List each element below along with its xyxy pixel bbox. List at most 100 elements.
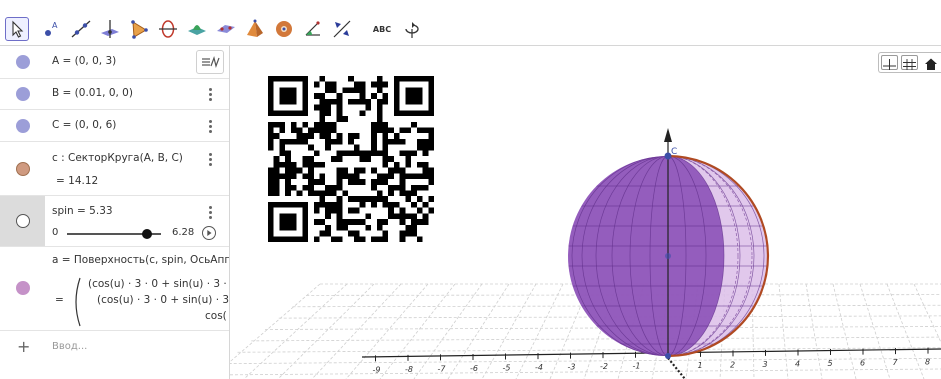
pyramid-tool-button[interactable] <box>243 17 267 41</box>
x-tick-label: -4 <box>535 363 543 372</box>
x-tick-label: 1 <box>698 361 703 370</box>
x-tick-label: -1 <box>633 362 641 371</box>
sphere-tool-button[interactable] <box>272 17 296 41</box>
matrix-paren-icon <box>75 277 81 327</box>
reflect-tool-icon <box>333 20 351 38</box>
x-tick-label: 8 <box>925 358 930 367</box>
expression-spin[interactable]: spin = 5.33 <box>52 205 113 217</box>
expression-a[interactable]: a = Поверхность(c, spin, ОсьАпплик <box>52 254 230 266</box>
more-menu-icon[interactable] <box>209 206 213 221</box>
x-axis-ticks: -9-8-7-6-5-4-3-2-1123456789 <box>373 347 930 374</box>
spin-slider-knob[interactable] <box>141 229 152 239</box>
play-icon <box>207 230 212 236</box>
plane-tool-icon <box>217 25 235 33</box>
algebra-input-row[interactable]: + Ввод... <box>0 331 229 361</box>
expression-c[interactable]: c : СекторКруга(A, B, C) <box>52 152 183 164</box>
x-tick-label: 7 <box>893 358 899 367</box>
visibility-toggle-spin[interactable] <box>16 214 30 228</box>
plus-icon: + <box>17 337 31 356</box>
point-tool-button[interactable]: A <box>40 17 64 41</box>
algebra-row-A[interactable]: A = (0, 0, 3) <box>0 46 229 79</box>
matrix-line-3: cos( <box>205 310 227 322</box>
window-top-strip <box>0 0 941 12</box>
toolbar: A ABC <box>0 12 941 46</box>
x-tick-label: 6 <box>860 359 865 368</box>
expression-A[interactable]: A = (0, 0, 3) <box>52 55 117 67</box>
graphics-3d-canvas[interactable]: -9-8-7-6-5-4-3-2-1123456789 <box>230 46 941 379</box>
rotate-view-tool-button[interactable] <box>400 17 424 41</box>
x-tick-label: -3 <box>568 363 576 372</box>
algebra-sort-button[interactable] <box>196 50 224 74</box>
value-c: = 14.12 <box>56 175 99 187</box>
point-A[interactable] <box>665 253 671 259</box>
graphics-3d-view[interactable]: -9-8-7-6-5-4-3-2-1123456789 <box>230 46 941 379</box>
algebra-row-C[interactable]: C = (0, 0, 6) <box>0 110 229 142</box>
angle-tool-button[interactable] <box>301 17 325 41</box>
algebra-input-field[interactable]: Ввод... <box>52 341 88 352</box>
graphics-style-bar <box>878 52 941 73</box>
move-tool-button[interactable] <box>5 17 29 41</box>
x-tick-label: -9 <box>373 365 381 374</box>
grid-icon <box>903 59 916 70</box>
polygon-tool-button[interactable] <box>127 17 151 41</box>
text-tool-icon: ABC <box>372 24 392 34</box>
x-tick-label: -7 <box>438 364 447 373</box>
svg-text:A: A <box>52 21 58 30</box>
expression-B[interactable]: B = (0.01, 0, 0) <box>52 87 133 99</box>
z-axis-arrow-icon <box>664 128 672 142</box>
spin-slider-track[interactable] <box>67 233 161 235</box>
axes-icon <box>883 59 896 70</box>
intersect-surfaces-tool-button[interactable] <box>185 17 209 41</box>
x-tick-label: 5 <box>828 359 833 368</box>
more-menu-icon[interactable] <box>209 120 213 135</box>
visibility-toggle-a[interactable] <box>16 281 30 295</box>
visibility-toggle-B[interactable] <box>16 87 30 101</box>
x-tick-label: 2 <box>730 360 735 369</box>
plane-tool-button[interactable] <box>214 17 238 41</box>
angle-tool-icon <box>305 21 320 36</box>
algebra-view: A = (0, 0, 3) B = (0.01, 0, 0) C = (0, 0… <box>0 46 230 379</box>
more-menu-icon[interactable] <box>209 153 213 168</box>
circle-axis-tool-button[interactable] <box>156 17 180 41</box>
point-B[interactable] <box>665 353 671 359</box>
pyramid-tool-icon <box>247 19 263 37</box>
x-tick-label: -2 <box>600 362 608 371</box>
visibility-toggle-A[interactable] <box>16 55 30 69</box>
x-tick-label: -6 <box>470 364 478 373</box>
expression-C[interactable]: C = (0, 0, 6) <box>52 119 117 131</box>
x-tick-label: 4 <box>795 359 800 368</box>
play-button[interactable] <box>202 226 216 240</box>
toggle-axes-button[interactable] <box>881 55 898 70</box>
toggle-grid-button[interactable] <box>901 55 918 70</box>
qr-code-image <box>268 76 434 242</box>
rotate-view-tool-icon <box>405 22 419 38</box>
home-icon <box>925 58 937 70</box>
sphere-tool-icon <box>276 21 292 37</box>
sort-lines-icon <box>202 55 220 69</box>
algebra-row-c[interactable]: c : СекторКруга(A, B, C) = 14.12 <box>0 142 229 196</box>
algebra-row-spin[interactable]: spin = 5.33 0 6.28 <box>0 196 229 247</box>
x-tick-label: -8 <box>405 365 413 374</box>
x-tick-label: -5 <box>503 364 511 373</box>
visibility-toggle-c[interactable] <box>16 162 30 176</box>
point-C[interactable] <box>664 152 672 160</box>
perpendicular-tool-button[interactable] <box>98 17 122 41</box>
matrix-line-2: (cos(u) · 3 · 0 + sin(u) · 3 · 1 <box>97 294 230 306</box>
visibility-toggle-C[interactable] <box>16 119 30 133</box>
point-label-C: C <box>671 147 677 157</box>
sector-c-arc[interactable] <box>667 154 770 358</box>
polygon-tool-icon <box>131 20 148 39</box>
reflect-tool-button[interactable] <box>330 17 354 41</box>
line-tool-icon <box>71 20 91 38</box>
line-tool-button[interactable] <box>69 17 93 41</box>
slider-min-label: 0 <box>52 227 59 238</box>
more-menu-icon[interactable] <box>209 88 213 103</box>
home-view-button[interactable] <box>923 56 939 70</box>
x-tick-label: 3 <box>763 360 768 369</box>
perpendicular-tool-icon <box>101 20 119 38</box>
circle-axis-tool-icon <box>159 20 177 38</box>
algebra-row-B[interactable]: B = (0.01, 0, 0) <box>0 79 229 110</box>
move-tool-icon <box>12 20 24 38</box>
text-tool-button[interactable]: ABC <box>370 17 394 41</box>
algebra-row-a[interactable]: a = Поверхность(c, spin, ОсьАпплик = (co… <box>0 247 229 331</box>
